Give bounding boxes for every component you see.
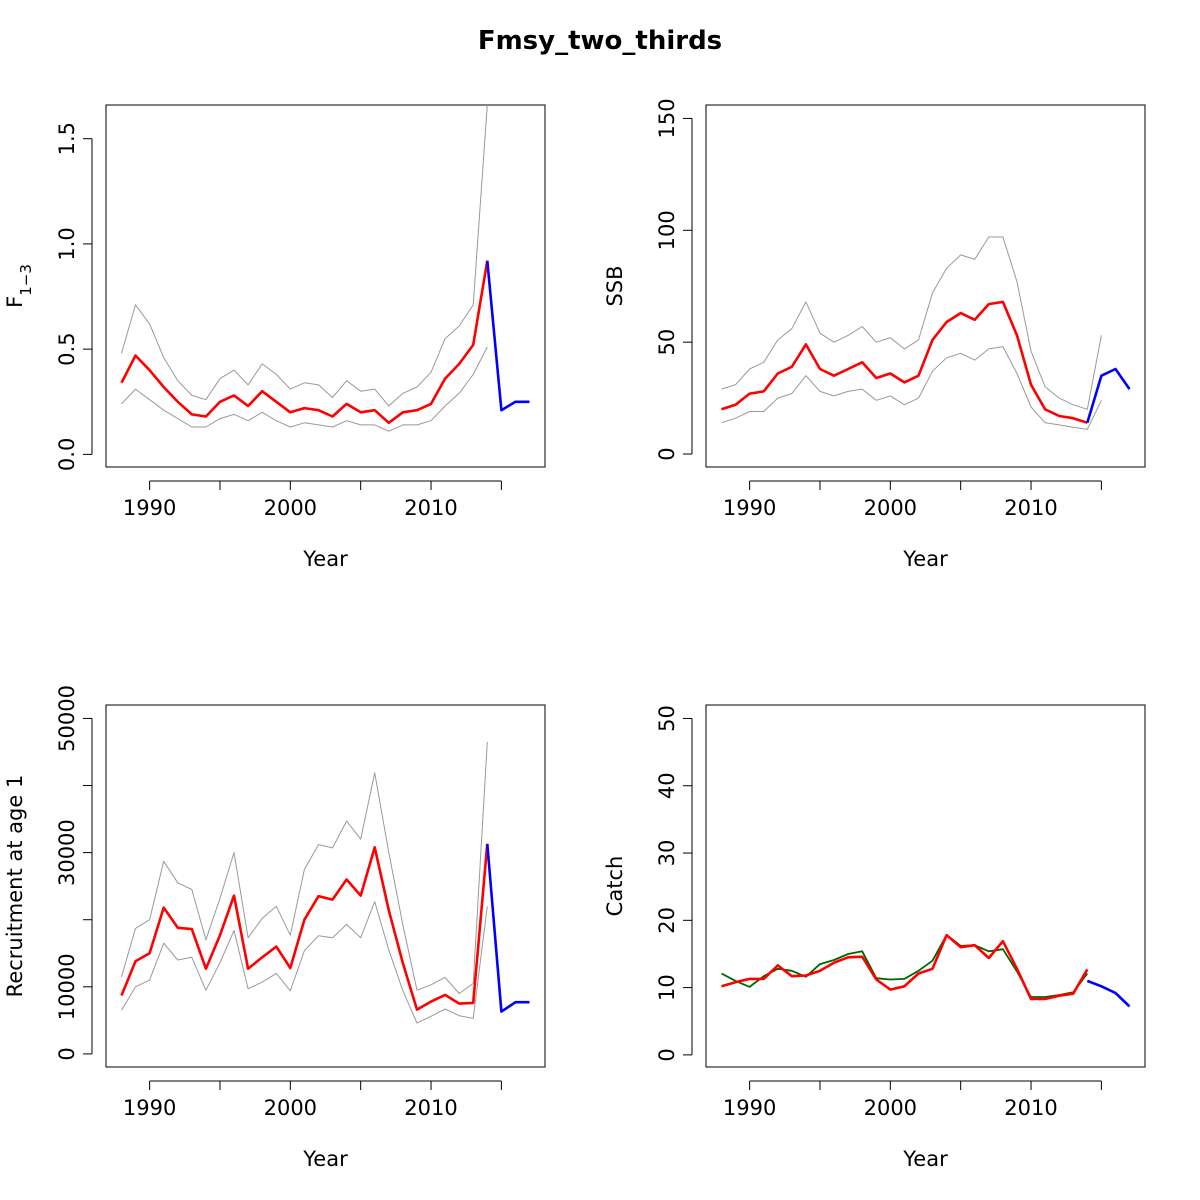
y-tick-label: 0 — [655, 1048, 679, 1061]
y-axis-title: SSB — [603, 265, 627, 306]
x-tick-label: 2010 — [1004, 496, 1057, 520]
y-tick-label: 20 — [655, 907, 679, 934]
x-axis-title: Year — [302, 1147, 348, 1171]
series-line-upper — [121, 741, 488, 994]
x-axis-title: Year — [302, 547, 348, 571]
y-tick-label: 30 — [655, 840, 679, 867]
x-tick-label: 2000 — [864, 1096, 917, 1120]
y-tick-label: 1.0 — [55, 227, 79, 260]
y-axis-title: F1−3 — [3, 264, 35, 308]
x-tick-label: 1990 — [123, 496, 176, 520]
series-line-upper — [721, 236, 1102, 410]
x-tick-label: 1990 — [723, 1096, 776, 1120]
y-tick-label: 10000 — [55, 953, 79, 1020]
plot-frame — [705, 704, 1146, 1068]
series-line-lower — [121, 346, 488, 432]
series-line-estimate — [721, 933, 1089, 1001]
x-tick-label: 1990 — [123, 1096, 176, 1120]
series-line-forecast — [1086, 367, 1131, 424]
y-axis-title: Catch — [603, 856, 627, 917]
panel-f: 1990 2000 2010 0.0 0.5 1.0 1.5 Year F1−3 — [3, 104, 546, 571]
series-group — [721, 933, 1131, 1008]
y-axis-title-subscript: 1−3 — [17, 264, 35, 296]
y-tick-label: 50 — [655, 705, 679, 732]
y-tick-label: 0 — [655, 447, 679, 460]
y-tick-label: 50000 — [55, 685, 79, 752]
series-line-lower — [121, 901, 488, 1024]
x-tick-label: 2010 — [1004, 1096, 1057, 1120]
panel-catch: 1990 2000 2010 0 10 20 30 40 50 Year Catch — [603, 704, 1146, 1171]
series-line-forecast — [486, 260, 530, 412]
chart-title: Fmsy_two_thirds — [477, 26, 723, 56]
plot-frame — [705, 104, 1146, 468]
x-tick-label: 2010 — [404, 1096, 457, 1120]
x-axis-title: Year — [902, 1147, 948, 1171]
y-tick-label: 0 — [55, 1047, 79, 1060]
x-tick-label: 1990 — [723, 496, 776, 520]
y-tick-label: 10 — [655, 974, 679, 1001]
series-group — [721, 236, 1131, 430]
y-tick-label: 0.0 — [55, 438, 79, 471]
y-tick-label: 40 — [655, 772, 679, 799]
panel-ssb: 1990 2000 2010 0 50 100 150 Year SSB — [603, 98, 1146, 571]
plot-frame — [105, 104, 546, 468]
series-line-estimate — [721, 300, 1088, 424]
y-tick-label: 1.5 — [55, 122, 79, 155]
y-tick-label: 0.5 — [55, 332, 79, 365]
x-axis-title: Year — [902, 547, 948, 571]
x-tick-label: 2000 — [264, 1096, 317, 1120]
series-line-lower — [721, 346, 1102, 430]
y-tick-label: 30000 — [55, 819, 79, 886]
series-group — [120, 105, 530, 432]
x-tick-label: 2010 — [404, 496, 457, 520]
panel-recruitment: 1990 2000 2010 0 10000 30000 50000 Year Recruitm… — [3, 685, 546, 1171]
series-line-estimate — [120, 843, 489, 1011]
series-line-estimate — [120, 260, 489, 425]
series-line-forecast — [486, 843, 530, 1013]
y-tick-label: 50 — [655, 329, 679, 356]
y-tick-label: 100 — [655, 210, 679, 250]
series-group — [120, 741, 530, 1024]
y-tick-label: 150 — [655, 98, 679, 138]
plot-frame — [105, 704, 546, 1068]
series-line-upper — [121, 105, 488, 407]
series-line-forecast — [1086, 979, 1131, 1008]
x-tick-label: 2000 — [864, 496, 917, 520]
x-tick-label: 2000 — [264, 496, 317, 520]
y-axis-title: Recruitment at age 1 — [3, 775, 27, 998]
